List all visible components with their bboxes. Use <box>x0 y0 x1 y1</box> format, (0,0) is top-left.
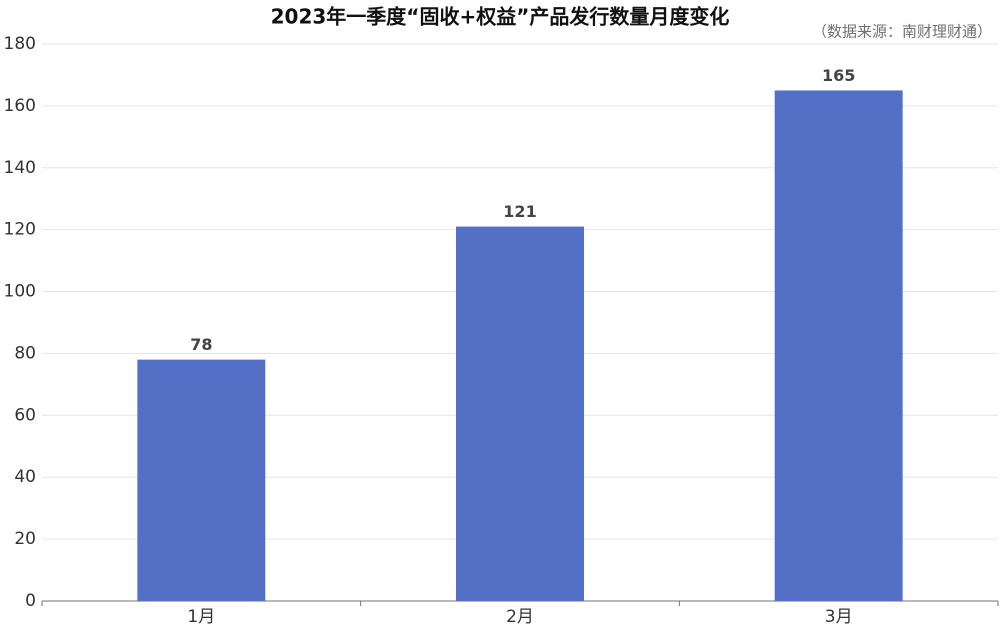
chart-subtitle: （数据来源：南财理财通） <box>812 23 992 41</box>
y-tick-label: 20 <box>14 529 36 549</box>
bar <box>774 90 903 602</box>
y-tick-label: 120 <box>4 220 36 240</box>
y-tick-label: 100 <box>4 282 36 302</box>
x-tick-label: 2月 <box>506 607 534 627</box>
x-tick-label: 3月 <box>825 607 853 627</box>
y-tick-label: 180 <box>4 34 36 54</box>
bar <box>456 226 584 602</box>
y-tick-label: 160 <box>4 96 36 116</box>
bar <box>137 359 266 601</box>
x-tick-label: 1月 <box>187 607 215 627</box>
chart-title: 2023年一季度“固收+权益”产品发行数量月度变化 <box>271 5 730 29</box>
y-tick-label: 60 <box>14 405 36 425</box>
y-tick-label: 40 <box>14 467 36 487</box>
value-label: 78 <box>190 335 212 354</box>
y-tick-label: 80 <box>14 343 36 363</box>
y-tick-label: 140 <box>4 158 36 178</box>
value-label: 165 <box>822 66 855 85</box>
value-label: 121 <box>503 202 536 221</box>
y-tick-label: 0 <box>25 591 36 611</box>
